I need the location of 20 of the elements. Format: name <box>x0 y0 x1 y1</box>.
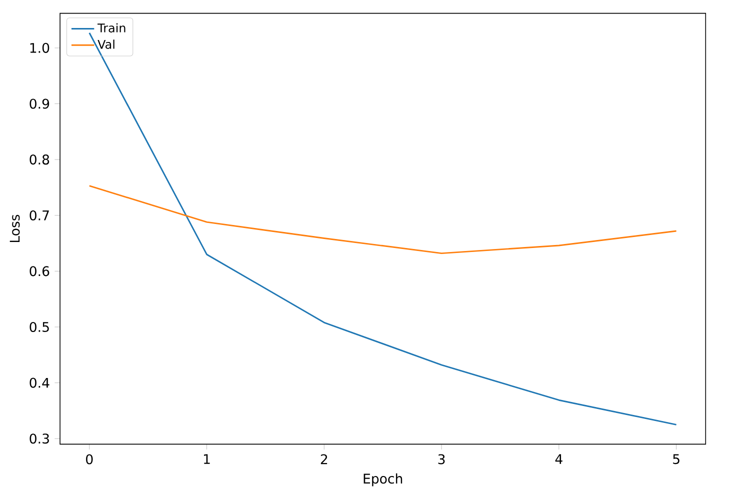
x-axis-title: Epoch <box>364 474 402 486</box>
x-tick-label: 0 <box>86 454 93 464</box>
y-tick-label: 0.8 <box>30 154 50 165</box>
y-tick-label: 0.6 <box>30 266 50 276</box>
y-tick-label: 0.4 <box>30 378 50 388</box>
line-series <box>88 185 678 254</box>
x-tick-label: 2 <box>320 454 328 464</box>
line-series <box>88 32 678 426</box>
x-tick-label: 4 <box>555 454 562 464</box>
y-tick-label: 0.9 <box>30 98 50 109</box>
legend-label: Val <box>98 40 114 50</box>
legend-label: Train <box>98 23 126 33</box>
x-tick-label: 5 <box>673 454 680 464</box>
y-tick-label: 0.3 <box>30 434 49 444</box>
x-tick-label: 3 <box>438 454 445 464</box>
y-tick-label: 0.7 <box>30 210 49 221</box>
y-axis-title: Loss <box>10 215 20 242</box>
y-tick-label: 0.5 <box>30 322 49 332</box>
y-tick-label: 1.0 <box>30 43 50 54</box>
x-tick-label: 1 <box>204 454 210 464</box>
